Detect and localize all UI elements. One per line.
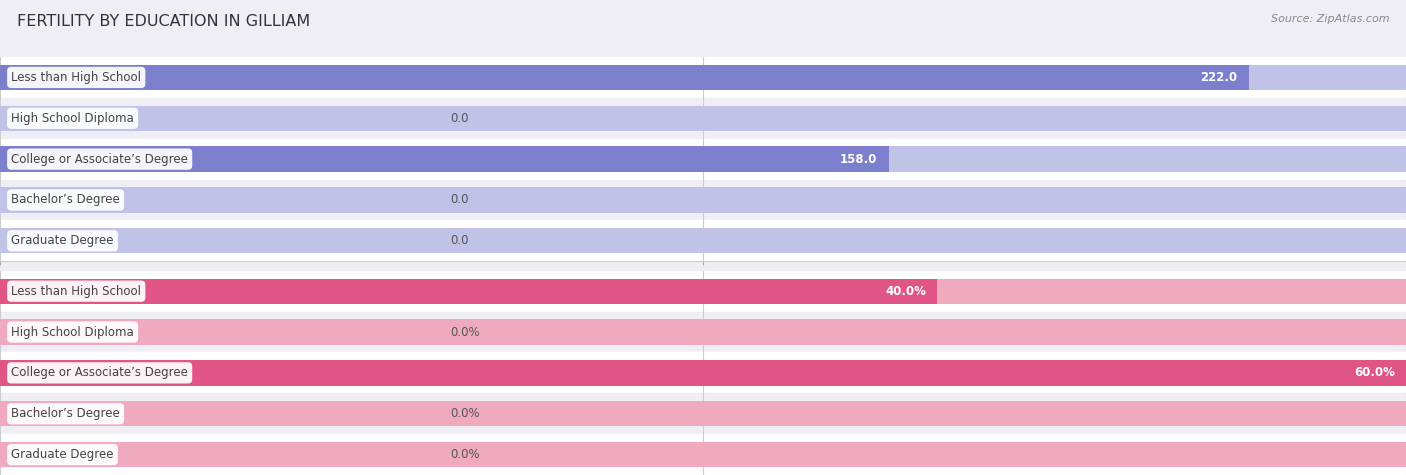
Bar [0, 278, 938, 304]
Text: Bachelor’s Degree: Bachelor’s Degree [11, 193, 120, 207]
Text: 0.0: 0.0 [450, 234, 468, 247]
Text: 40.0%: 40.0% [886, 285, 927, 298]
Bar [0, 312, 1406, 352]
Text: High School Diploma: High School Diploma [11, 112, 134, 125]
Bar [0, 146, 1406, 172]
Text: 158.0: 158.0 [839, 152, 877, 166]
Bar [0, 319, 1406, 345]
Bar [0, 65, 1249, 90]
Text: Less than High School: Less than High School [11, 71, 141, 84]
Text: High School Diploma: High School Diploma [11, 325, 134, 339]
Bar [0, 146, 889, 172]
Bar [0, 271, 1406, 312]
Text: 60.0%: 60.0% [1354, 366, 1395, 380]
Text: College or Associate’s Degree: College or Associate’s Degree [11, 366, 188, 380]
Text: College or Associate’s Degree: College or Associate’s Degree [11, 152, 188, 166]
Bar [0, 352, 1406, 393]
Bar [0, 442, 1406, 467]
Bar [0, 98, 1406, 139]
Bar [0, 360, 1406, 386]
Text: 0.0: 0.0 [450, 112, 468, 125]
Bar [0, 228, 1406, 254]
Text: Graduate Degree: Graduate Degree [11, 448, 114, 461]
Bar [0, 360, 1406, 386]
Text: Source: ZipAtlas.com: Source: ZipAtlas.com [1271, 14, 1389, 24]
Text: 0.0: 0.0 [450, 193, 468, 207]
Bar [0, 180, 1406, 220]
Bar [0, 187, 1406, 213]
Bar [0, 393, 1406, 434]
Text: 0.0%: 0.0% [450, 407, 479, 420]
Bar [0, 401, 1406, 427]
Bar [0, 434, 1406, 475]
Text: FERTILITY BY EDUCATION IN GILLIAM: FERTILITY BY EDUCATION IN GILLIAM [17, 14, 311, 29]
Bar [0, 220, 1406, 261]
Bar [0, 57, 1406, 98]
Text: 0.0%: 0.0% [450, 448, 479, 461]
Bar [0, 278, 1406, 304]
Text: 0.0%: 0.0% [450, 325, 479, 339]
Bar [0, 65, 1406, 90]
Text: Bachelor’s Degree: Bachelor’s Degree [11, 407, 120, 420]
Text: 222.0: 222.0 [1201, 71, 1237, 84]
Text: Graduate Degree: Graduate Degree [11, 234, 114, 247]
Bar [0, 105, 1406, 131]
Bar [0, 139, 1406, 180]
Text: Less than High School: Less than High School [11, 285, 141, 298]
